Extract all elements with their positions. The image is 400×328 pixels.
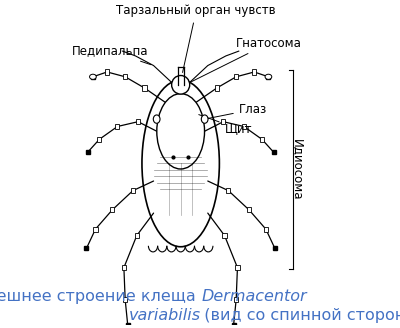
Bar [123, 74, 127, 79]
Bar [94, 227, 98, 232]
Bar [264, 227, 268, 232]
Bar [260, 137, 264, 142]
Bar [122, 265, 126, 270]
Text: Dermacentor: Dermacentor [201, 289, 307, 304]
Bar [242, 124, 246, 129]
Text: (вид со спинной стороны): (вид со спинной стороны) [201, 308, 400, 323]
Text: Щит: Щит [199, 114, 252, 135]
Text: Внешнее строение клеща: Внешнее строение клеща [0, 289, 201, 304]
Bar [142, 86, 146, 91]
Ellipse shape [265, 74, 272, 79]
Bar [136, 119, 140, 124]
Bar [215, 86, 219, 91]
Circle shape [153, 115, 160, 123]
Text: variabilis: variabilis [129, 308, 201, 323]
Bar [247, 207, 251, 213]
Text: Гнатосома: Гнатосома [190, 36, 302, 83]
Text: Глаз: Глаз [207, 103, 267, 119]
Bar [221, 119, 225, 124]
Text: Тарзальный орган чувств: Тарзальный орган чувств [116, 5, 276, 72]
Bar [115, 124, 120, 129]
Bar [123, 297, 127, 302]
Bar [110, 207, 114, 213]
Bar [105, 70, 109, 74]
Bar [234, 74, 238, 79]
Circle shape [201, 115, 208, 123]
Ellipse shape [90, 74, 96, 79]
Ellipse shape [172, 75, 190, 94]
Bar [222, 233, 227, 238]
Bar [226, 188, 230, 193]
Bar [135, 233, 139, 238]
Text: Педипальпа: Педипальпа [72, 45, 151, 65]
Bar [235, 265, 240, 270]
Ellipse shape [157, 93, 204, 169]
Bar [252, 70, 256, 74]
Bar [234, 297, 238, 302]
Bar [97, 137, 102, 142]
Ellipse shape [142, 80, 219, 247]
Bar [131, 188, 135, 193]
Text: Идиосома: Идиосома [291, 139, 304, 200]
